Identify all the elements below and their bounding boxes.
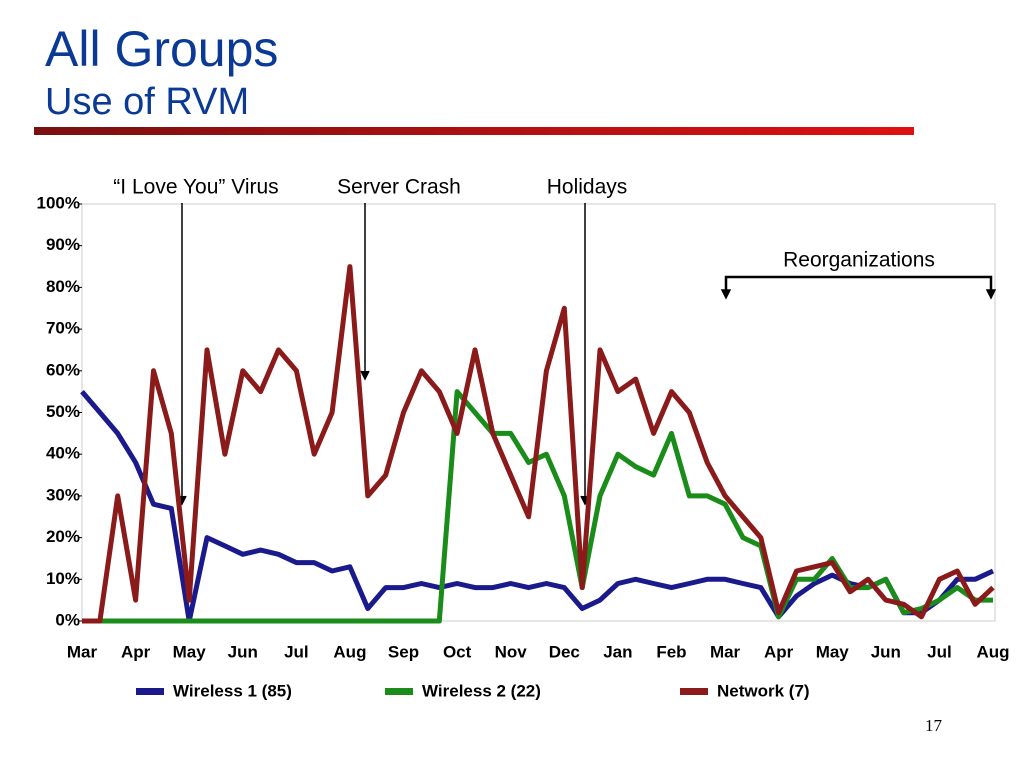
title-rule (34, 127, 914, 135)
x-tick-label: Nov (495, 642, 528, 661)
x-tick-label: Apr (764, 642, 794, 661)
y-tick-label: 40% (46, 444, 80, 463)
subtitle: Use of RVM (45, 81, 249, 123)
x-tick-label: Feb (656, 642, 686, 661)
x-tick-label: Jun (871, 642, 901, 661)
series-line (82, 264, 995, 624)
x-tick-label: Mar (710, 642, 741, 661)
x-tick-label: Sep (388, 642, 419, 661)
y-tick-label: 0% (55, 610, 80, 629)
page-number: 17 (925, 716, 943, 735)
annotation: “I Love You” Virus (113, 176, 278, 199)
x-tick-label: Jun (228, 642, 258, 661)
x-tick-label: Jul (927, 642, 952, 661)
y-tick-label: 10% (46, 569, 80, 588)
x-tick-label: Aug (333, 642, 366, 661)
x-tick-label: Jan (603, 642, 632, 661)
x-tick-label: Mar (67, 642, 98, 661)
y-tick-label: 100% (37, 193, 80, 212)
y-tick-label: 70% (46, 319, 80, 338)
annotation: Holidays (547, 176, 628, 199)
legend-label: Network (7) (717, 681, 810, 700)
legend-swatch (136, 688, 164, 695)
x-tick-label: Oct (443, 642, 472, 661)
x-tick-label: May (173, 642, 207, 661)
title: All Groups (45, 21, 278, 77)
legend-label: Wireless 2 (22) (422, 681, 541, 700)
y-tick-label: 30% (46, 485, 80, 504)
x-tick-label: Dec (549, 642, 580, 661)
legend-swatch (385, 688, 413, 695)
y-tick-label: 80% (46, 277, 80, 296)
annotation: Reorganizations (783, 249, 935, 272)
legend-label: Wireless 1 (85) (173, 681, 292, 700)
y-tick-label: 90% (46, 235, 80, 254)
y-tick-label: 20% (46, 527, 80, 546)
annotation-arrows (177, 203, 997, 506)
legend-swatch (680, 688, 708, 695)
y-tick-label: 60% (46, 360, 80, 379)
x-tick-label: Apr (121, 642, 151, 661)
x-tick-label: May (816, 642, 850, 661)
annotation: Server Crash (337, 176, 461, 199)
y-tick-label: 50% (46, 402, 80, 421)
x-tick-label: Jul (284, 642, 309, 661)
x-tick-label: Aug (976, 642, 1009, 661)
